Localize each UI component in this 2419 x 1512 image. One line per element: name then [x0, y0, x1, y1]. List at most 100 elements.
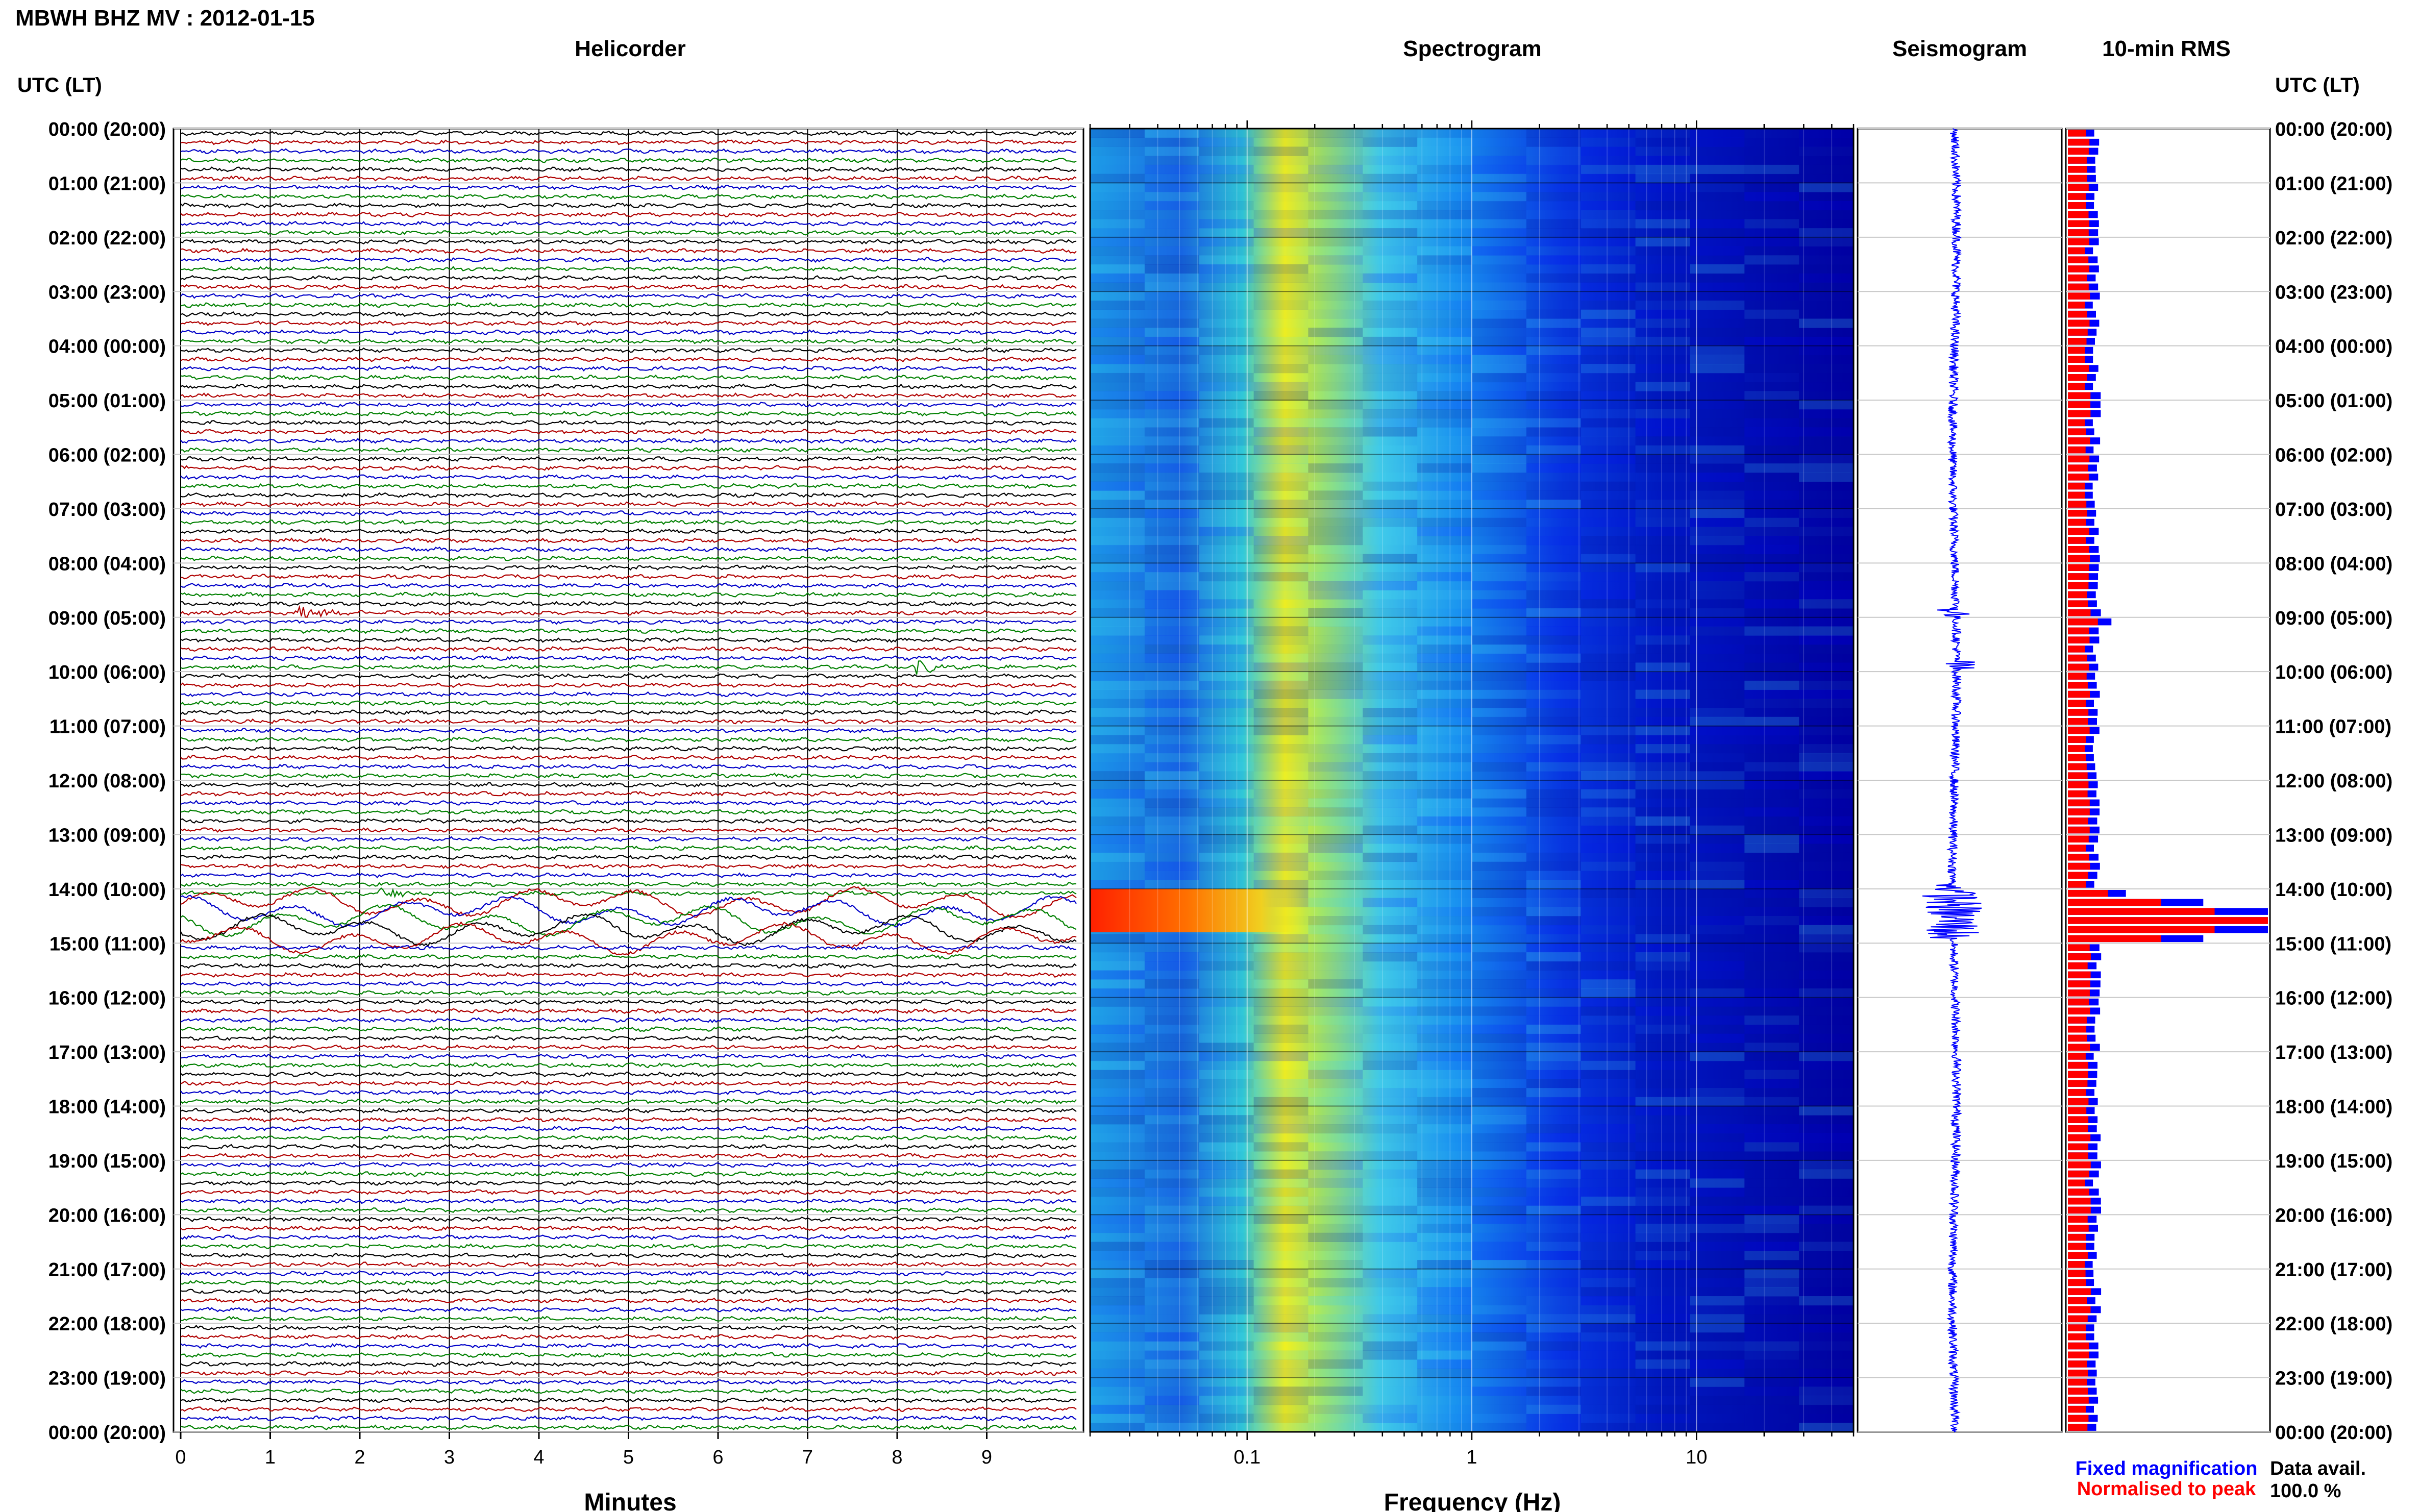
spectrogram-cell — [1144, 1178, 1199, 1188]
spectrogram-cell — [1581, 1024, 1636, 1034]
helicorder-trace-row — [180, 1297, 1077, 1304]
spectrogram-cell — [1363, 726, 1418, 735]
rms-normalised-bar — [2068, 1170, 2089, 1178]
spectrogram-cell — [1253, 273, 1309, 283]
spectrogram-cell — [1472, 544, 1526, 555]
spectrogram-cell — [1090, 463, 1145, 473]
helicorder-trace-row — [180, 736, 1077, 743]
spectrogram-cell — [1308, 563, 1363, 573]
spectrogram-cell — [1472, 219, 1526, 229]
spectrogram-cell — [1253, 129, 1309, 138]
spectrogram-cell — [1145, 346, 1199, 355]
spectrogram-cell — [1199, 1106, 1254, 1116]
spectrogram-cell — [1635, 373, 1690, 383]
helicorder-trace-row — [180, 383, 1077, 390]
spectrogram-cell — [1526, 436, 1581, 445]
spectrogram-cell — [1526, 373, 1581, 383]
spectrogram-cell — [1253, 544, 1309, 555]
spectrogram-cell — [1690, 508, 1745, 518]
spectrogram-cell — [1526, 228, 1581, 238]
spectrogram-cell — [1744, 274, 1799, 283]
time-label-left: 03:00 (23:00) — [48, 282, 166, 303]
time-label-right: 01:00 (21:00) — [2275, 173, 2392, 194]
spectrogram-cell — [1526, 129, 1581, 138]
spectrogram-cell — [1635, 1269, 1690, 1278]
spectrogram-cell — [1744, 599, 1799, 609]
spectrogram-cell — [1799, 264, 1854, 274]
spectrogram-cell — [1308, 1178, 1363, 1188]
spectrogram-cell — [1417, 834, 1472, 844]
spectrogram-cell — [1308, 500, 1363, 509]
spectrogram-cell — [1363, 1359, 1418, 1369]
spectrogram-cell — [1144, 400, 1199, 410]
spectrogram-cell — [1799, 201, 1854, 211]
spectrogram-cell — [1363, 889, 1417, 898]
spectrogram-cell — [1254, 1061, 1309, 1070]
spectrogram-cell — [1254, 1133, 1309, 1143]
spectrogram-cell — [1144, 626, 1199, 636]
spectrogram-cell — [1799, 907, 1854, 916]
spectrogram-cell — [1799, 237, 1854, 246]
rms-normalised-bar — [2068, 501, 2087, 508]
rms-normalised-bar — [2068, 781, 2089, 788]
spectrogram-cell — [1363, 907, 1417, 916]
spectrogram-cell — [1253, 536, 1309, 546]
spectrogram-cell — [1090, 527, 1145, 536]
spectrogram-cell — [1690, 228, 1745, 238]
spectrogram-cell — [1199, 699, 1254, 708]
rms-normalised-bar — [2068, 528, 2089, 535]
spectrogram-cell — [1744, 1404, 1799, 1414]
spectrogram-cell — [1253, 219, 1309, 229]
helicorder-trace-row — [180, 1161, 1077, 1168]
spectrogram-cell — [1581, 1070, 1636, 1079]
spectrogram-cell — [1744, 364, 1799, 374]
spectrogram-cell — [1308, 1251, 1363, 1260]
spectrogram-cell — [1472, 825, 1526, 835]
spectrogram-cell — [1417, 210, 1472, 219]
spectrogram-cell — [1799, 137, 1854, 147]
spectrogram-cell — [1199, 237, 1254, 246]
spectrogram-cell — [1581, 807, 1636, 817]
spectrogram-cell — [1526, 762, 1581, 772]
spectrogram-cell — [1144, 961, 1199, 971]
rms-normalised-bar — [2068, 1351, 2089, 1358]
spectrogram-cell — [1799, 156, 1854, 165]
spectrogram-cell — [1308, 798, 1363, 808]
spectrogram-cell — [1526, 1178, 1581, 1187]
spectrogram-cell — [1253, 445, 1309, 455]
spectrogram-cell — [1799, 880, 1854, 889]
spectrogram-cell — [1635, 816, 1690, 826]
spectrogram-cell — [1363, 1115, 1417, 1124]
spectrogram-cell — [1308, 219, 1363, 229]
spectrogram-cell — [1690, 337, 1744, 346]
helicorder-trace-row — [180, 220, 1077, 227]
rms-normalised-bar — [2068, 1333, 2086, 1341]
spectrogram-cell — [1144, 291, 1199, 301]
spectrogram-cell — [1744, 1305, 1799, 1315]
spectrogram-cell — [1363, 291, 1418, 301]
spectrogram-cell — [1744, 1097, 1799, 1106]
rms-normalised-bar — [2068, 763, 2087, 771]
time-label-right: 03:00 (23:00) — [2275, 282, 2392, 303]
spectrogram-cell — [1254, 871, 1309, 880]
spectrogram-cell — [1144, 490, 1199, 500]
spectrogram-cell — [1799, 373, 1854, 383]
spectrogram-cell — [1635, 581, 1690, 590]
spectrogram-cell — [1199, 780, 1254, 790]
spectrogram-cell — [1799, 1106, 1854, 1116]
spectrogram-cell — [1144, 1169, 1199, 1179]
spectrogram-cell — [1799, 473, 1854, 482]
spectrogram-cell — [1581, 572, 1636, 582]
spectrogram-cell — [1690, 319, 1744, 328]
spectrogram-cell — [1090, 807, 1145, 817]
spectrogram-cell — [1472, 345, 1526, 355]
spectrogram-cell — [1581, 1052, 1636, 1061]
spectrogram-cell — [1090, 608, 1145, 618]
spectrogram-cell — [1799, 309, 1854, 319]
spectrogram-cell — [1526, 291, 1581, 301]
spectrogram-cell — [1253, 508, 1309, 518]
spectrogram-cell — [1635, 500, 1690, 509]
spectrogram-cell — [1363, 1377, 1418, 1387]
spectrogram-cell — [1308, 1133, 1363, 1143]
spectrogram-cell — [1308, 762, 1363, 772]
